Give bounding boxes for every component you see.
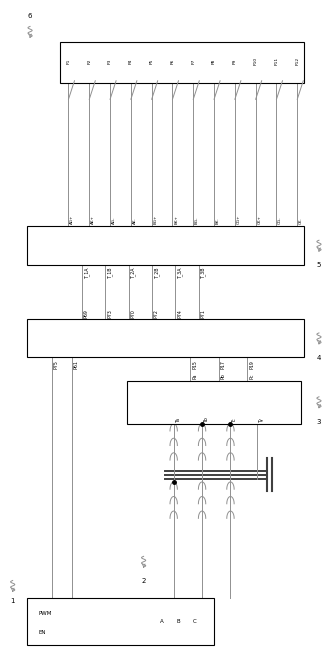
Text: P71: P71 xyxy=(201,309,206,318)
Text: P19: P19 xyxy=(249,360,254,369)
Text: P6: P6 xyxy=(170,59,174,64)
Text: B: B xyxy=(176,619,180,624)
Text: P12: P12 xyxy=(295,58,299,66)
Text: P9: P9 xyxy=(233,59,237,64)
Text: Ta: Ta xyxy=(176,417,181,422)
Text: P1: P1 xyxy=(66,59,70,64)
Text: AK-: AK- xyxy=(133,218,137,224)
Text: 1: 1 xyxy=(10,598,15,604)
Text: BG+: BG+ xyxy=(153,215,157,224)
Text: T_1A: T_1A xyxy=(84,267,90,278)
Text: 5: 5 xyxy=(317,262,321,268)
Text: AK+: AK+ xyxy=(91,215,95,224)
Text: T_1B: T_1B xyxy=(107,267,113,278)
Text: BK-: BK- xyxy=(216,218,220,224)
Text: P10: P10 xyxy=(254,58,258,66)
Text: EN: EN xyxy=(38,630,46,635)
Text: CG+: CG+ xyxy=(236,214,240,224)
Bar xyxy=(60,42,304,83)
Text: P15: P15 xyxy=(192,360,197,369)
Text: P4: P4 xyxy=(129,59,133,64)
Bar xyxy=(27,226,304,265)
Text: T_2B: T_2B xyxy=(154,267,160,278)
Text: P2: P2 xyxy=(87,59,91,64)
Text: BK+: BK+ xyxy=(174,215,178,224)
Text: T_3A: T_3A xyxy=(177,267,183,278)
Text: P73: P73 xyxy=(107,309,112,318)
Text: Ty: Ty xyxy=(259,418,264,422)
Text: P5: P5 xyxy=(150,59,154,64)
Text: P70: P70 xyxy=(131,309,136,318)
Text: Pc: Pc xyxy=(249,374,254,379)
Text: CG-: CG- xyxy=(278,216,282,224)
Text: 4: 4 xyxy=(317,355,321,361)
Text: Tb: Tb xyxy=(204,416,209,422)
Text: P8: P8 xyxy=(212,59,216,64)
Text: P17: P17 xyxy=(221,360,226,369)
Bar xyxy=(127,381,301,424)
Text: C: C xyxy=(193,619,197,624)
Text: PWM: PWM xyxy=(38,610,52,616)
Text: P7: P7 xyxy=(191,59,195,64)
Text: 2: 2 xyxy=(141,579,146,585)
Text: P61: P61 xyxy=(74,360,79,369)
Text: P74: P74 xyxy=(177,309,182,318)
Text: AG-: AG- xyxy=(112,217,116,224)
Text: Pb: Pb xyxy=(221,373,226,379)
Text: T_3B: T_3B xyxy=(201,267,206,278)
Text: P11: P11 xyxy=(275,58,279,66)
Text: Tc: Tc xyxy=(232,418,237,422)
Text: 3: 3 xyxy=(317,419,321,425)
Text: P69: P69 xyxy=(84,309,89,318)
Text: CK-: CK- xyxy=(299,218,303,224)
Text: BG-: BG- xyxy=(195,217,199,224)
Text: P72: P72 xyxy=(154,309,159,318)
Text: Pa: Pa xyxy=(192,374,197,379)
Text: CK+: CK+ xyxy=(257,215,261,224)
Bar xyxy=(27,598,214,645)
Text: P75: P75 xyxy=(54,360,59,369)
Text: T_2A: T_2A xyxy=(131,267,136,278)
Text: A: A xyxy=(160,619,163,624)
Bar xyxy=(27,319,304,357)
Text: AG+: AG+ xyxy=(70,215,74,224)
Text: 6: 6 xyxy=(28,13,32,19)
Text: P3: P3 xyxy=(108,59,112,64)
